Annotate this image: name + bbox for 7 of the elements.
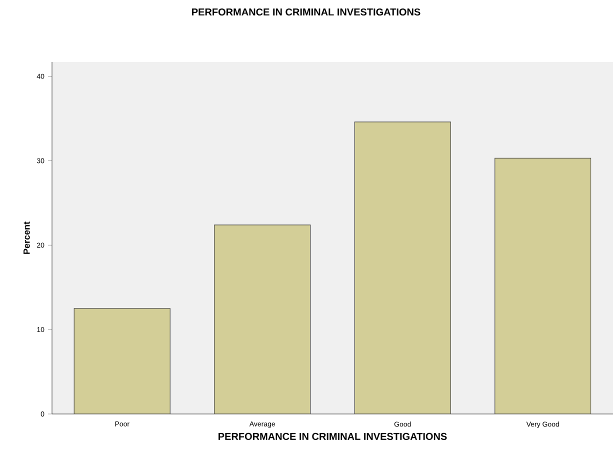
chart-title: PERFORMANCE IN CRIMINAL INVESTIGATIONS — [192, 8, 420, 16]
bar — [494, 158, 592, 414]
bar — [74, 308, 170, 414]
bar — [214, 224, 311, 414]
y-axis-title: Percent — [24, 222, 30, 254]
x-axis-title: PERFORMANCE IN CRIMINAL INVESTIGATIONS — [218, 432, 447, 440]
bar — [354, 122, 451, 414]
